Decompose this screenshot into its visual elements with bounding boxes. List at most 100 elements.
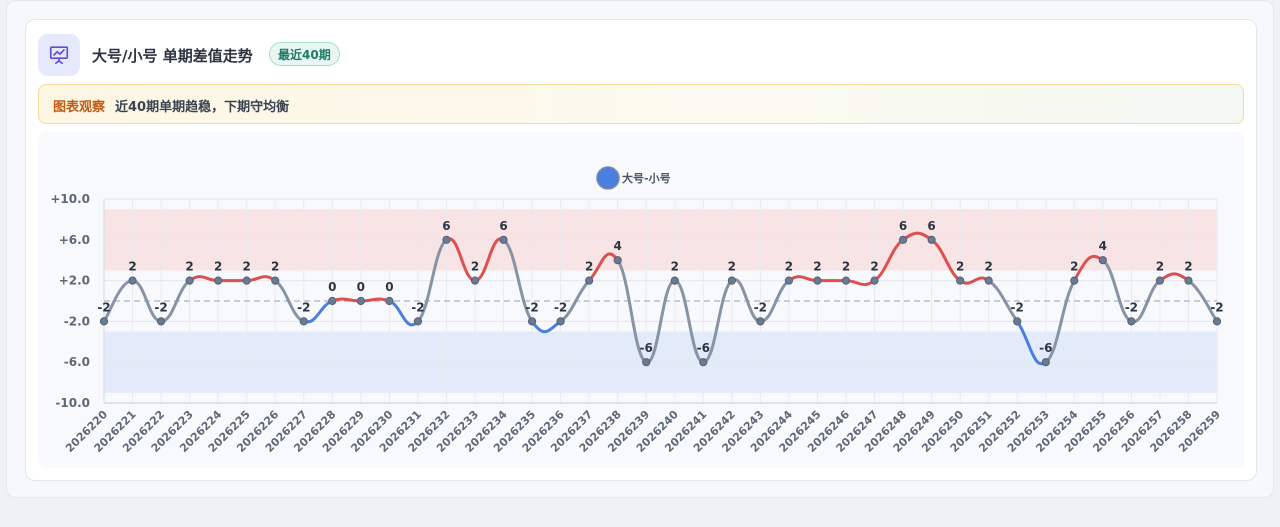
- data-label: 2: [271, 260, 279, 274]
- period-badge: 最近40期: [269, 42, 340, 66]
- observation-label: 图表观察: [53, 100, 106, 115]
- data-point: [841, 276, 851, 285]
- series-line-segment: [359, 297, 391, 303]
- series-line-segment: [587, 252, 620, 283]
- data-point: [1155, 276, 1165, 285]
- data-label: 2: [585, 260, 593, 274]
- series-line-segment: [416, 238, 448, 323]
- chart-area: +10.0 +6.0 +2.0 -2.0 -6.0 -10.0 2026220 2026221…: [38, 132, 1244, 468]
- data-point: [271, 276, 280, 285]
- y-tick-label: -10.0: [55, 396, 90, 410]
- series-line-segment: [787, 275, 819, 283]
- data-point: [870, 276, 879, 285]
- data-point: [328, 296, 337, 306]
- data-label: 2: [243, 260, 251, 274]
- data-point: [214, 276, 223, 285]
- data-label: 2: [185, 260, 193, 274]
- data-label: 2: [728, 260, 736, 274]
- data-label: -2: [554, 300, 567, 314]
- data-point: [556, 317, 565, 326]
- observation-text: 近40期单期趋稳，下期守均衡: [115, 100, 290, 115]
- data-point: [128, 276, 137, 285]
- series-line-segment: [1158, 272, 1190, 283]
- page-frame: 大号/小号 单期差值走势 最近40期 图表观察 近40期单期趋稳，下期守均衡 +…: [6, 0, 1274, 498]
- data-label: 6: [442, 219, 450, 233]
- data-label: 2: [214, 260, 222, 274]
- data-point: [1184, 276, 1193, 285]
- observation-banner: 图表观察 近40期单期趋稳，下期守均衡: [38, 84, 1244, 124]
- data-point: [670, 276, 679, 285]
- data-point: [585, 276, 594, 285]
- data-label: 2: [785, 260, 793, 274]
- data-label: 2: [671, 260, 679, 274]
- legend-label: 大号-小号: [622, 171, 671, 185]
- data-label: 2: [1156, 260, 1164, 274]
- data-label: 2: [1070, 260, 1078, 274]
- data-label: 2: [985, 260, 993, 274]
- y-tick-label: -2.0: [64, 314, 90, 328]
- y-tick-label: -6.0: [64, 355, 90, 369]
- series-line-segment: [673, 279, 705, 364]
- data-label: 2: [870, 260, 878, 274]
- data-label: 2: [813, 260, 821, 274]
- data-label: -2: [97, 300, 110, 314]
- data-point: [185, 276, 194, 285]
- data-label: 2: [956, 260, 964, 274]
- data-label: -2: [1125, 300, 1138, 314]
- data-label: 4: [1099, 239, 1107, 253]
- data-label: 6: [927, 219, 935, 233]
- data-point: [1127, 317, 1136, 326]
- y-tick-label: +10.0: [50, 192, 90, 206]
- data-label: -2: [411, 300, 424, 314]
- data-point: [413, 317, 423, 326]
- data-point: [1098, 256, 1107, 265]
- data-label: 2: [1184, 260, 1192, 274]
- data-label: 6: [499, 219, 507, 233]
- series-line-segment: [844, 279, 877, 287]
- diff-line-chart: +10.0+6.0+2.0-2.0-6.0-10.020262202026221…: [50, 166, 1224, 455]
- data-label: 2: [842, 260, 850, 274]
- series-line-segment: [1044, 279, 1076, 364]
- series-line-segment: [530, 319, 563, 334]
- data-point: [1013, 317, 1022, 326]
- data-point: [956, 276, 965, 285]
- data-point: [898, 235, 908, 244]
- data-label: 0: [328, 280, 336, 294]
- series-line-segment: [616, 258, 648, 364]
- data-point: [784, 276, 794, 285]
- data-label: 6: [899, 219, 907, 233]
- series-line-segment: [502, 238, 534, 323]
- data-point: [356, 296, 365, 306]
- data-label: -2: [154, 300, 167, 314]
- data-label: 0: [357, 280, 365, 294]
- data-label: 2: [128, 260, 136, 274]
- data-point: [813, 276, 822, 285]
- data-point: [385, 296, 394, 306]
- data-point: [699, 358, 708, 367]
- data-label: -6: [697, 341, 710, 355]
- data-label: 4: [614, 239, 622, 253]
- trend-card: 大号/小号 单期差值走势 最近40期 图表观察 近40期单期趋稳，下期守均衡 +…: [25, 19, 1257, 481]
- data-point: [927, 235, 936, 244]
- data-point: [1070, 276, 1079, 285]
- data-point: [642, 358, 651, 367]
- data-point: [499, 235, 508, 244]
- data-point: [470, 276, 480, 285]
- data-point: [299, 317, 308, 326]
- series-line-segment: [245, 275, 277, 283]
- data-point: [1212, 317, 1222, 326]
- y-tick-label: +2.0: [59, 274, 90, 288]
- data-label: -2: [525, 300, 538, 314]
- series-line-segment: [701, 279, 734, 364]
- y-tick-label: +6.0: [59, 233, 90, 247]
- data-point: [527, 317, 537, 326]
- data-label: -6: [1039, 341, 1052, 355]
- data-label: -6: [640, 341, 653, 355]
- card-title: 大号/小号 单期差值走势: [92, 47, 253, 65]
- data-label: 0: [385, 280, 393, 294]
- data-point: [156, 317, 166, 326]
- data-point: [984, 276, 993, 285]
- data-label: -2: [1011, 300, 1024, 314]
- data-point: [99, 317, 109, 326]
- series-line-segment: [330, 297, 363, 303]
